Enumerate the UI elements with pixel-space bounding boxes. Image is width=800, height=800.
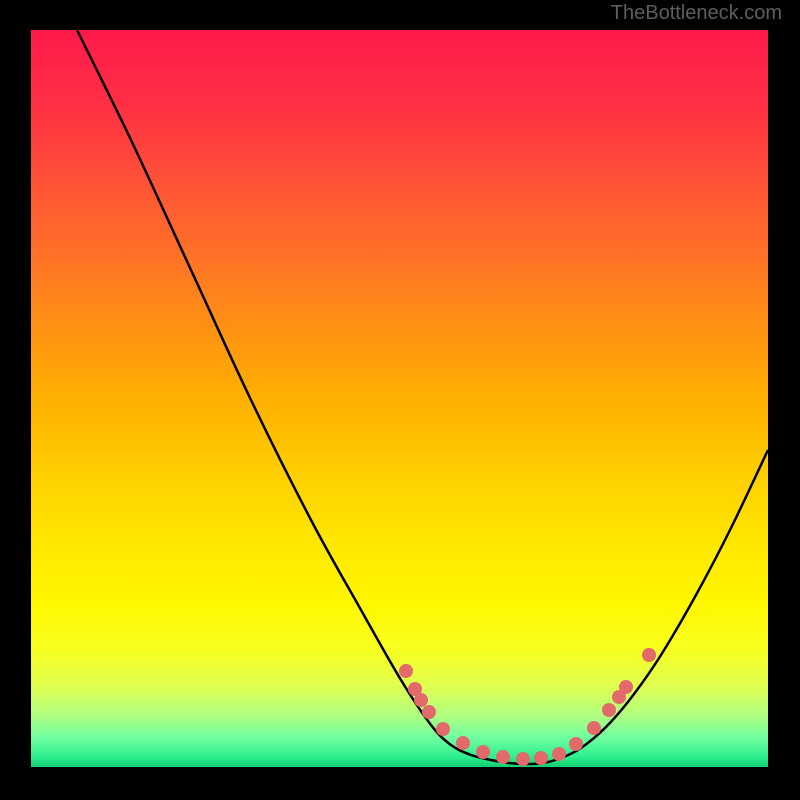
data-point-marker xyxy=(422,705,436,719)
data-point-marker xyxy=(534,751,548,765)
data-point-marker xyxy=(587,721,601,735)
data-point-marker xyxy=(496,750,510,764)
bottleneck-curve xyxy=(31,30,768,767)
data-point-marker xyxy=(642,648,656,662)
data-point-marker xyxy=(516,752,530,766)
data-point-marker xyxy=(476,745,490,759)
data-point-marker xyxy=(414,693,428,707)
data-point-marker xyxy=(399,664,413,678)
data-point-marker xyxy=(619,680,633,694)
data-point-marker xyxy=(602,703,616,717)
data-point-marker xyxy=(436,722,450,736)
data-point-marker xyxy=(456,736,470,750)
data-point-marker xyxy=(569,737,583,751)
plot-area xyxy=(31,30,768,767)
data-point-marker xyxy=(552,747,566,761)
watermark-text: TheBottleneck.com xyxy=(611,2,782,25)
